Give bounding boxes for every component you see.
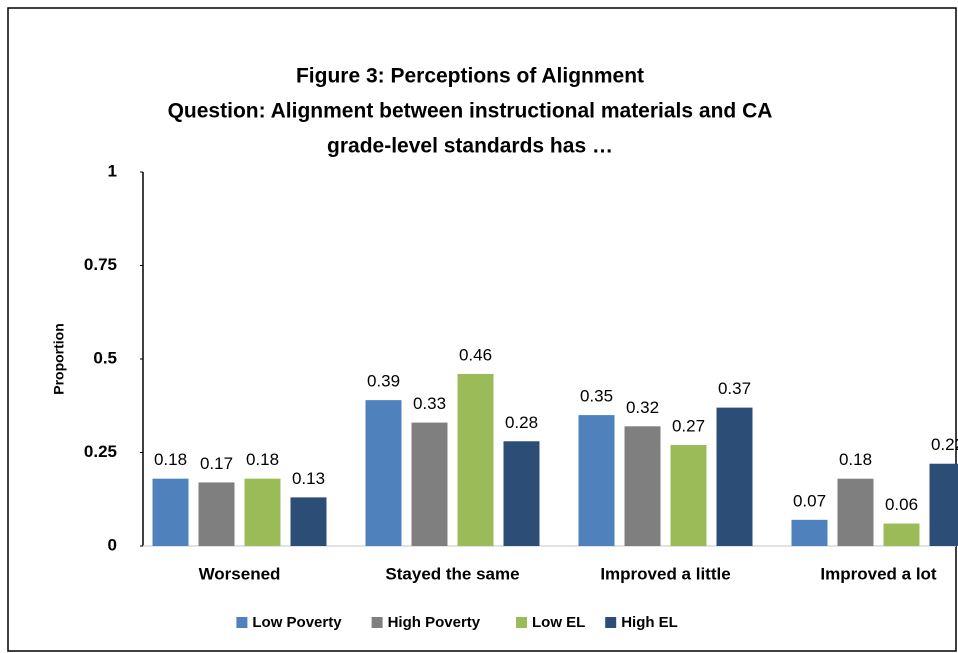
y-tick-label: 0.5 [93, 348, 117, 367]
bar [365, 400, 402, 546]
data-label: 0.18 [839, 450, 872, 469]
data-label: 0.06 [885, 495, 918, 514]
bar [198, 482, 235, 546]
data-label: 0.28 [505, 413, 538, 432]
bar [670, 445, 707, 546]
x-tick-label: Stayed the same [385, 564, 519, 583]
bar [716, 407, 753, 546]
data-label: 0.37 [718, 379, 751, 398]
bar [883, 523, 920, 546]
data-label: 0.22 [931, 435, 958, 454]
data-label: 0.18 [154, 450, 187, 469]
bar [929, 463, 958, 546]
x-tick-label: Improved a little [600, 564, 730, 583]
legend-label: Low Poverty [252, 614, 342, 631]
data-label: 0.18 [246, 450, 279, 469]
bar [791, 519, 828, 546]
x-tick-label: Worsened [199, 564, 281, 583]
bar [290, 497, 327, 546]
data-label: 0.35 [580, 387, 613, 406]
y-tick-label: 0 [108, 535, 117, 554]
x-tick-label: Improved a lot [820, 564, 937, 583]
legend-swatch [516, 617, 527, 628]
bar [457, 373, 494, 546]
legend-swatch [371, 617, 383, 628]
chart-title: Figure 3: Perceptions of Alignment [296, 65, 644, 88]
legend-label: Low EL [532, 614, 585, 631]
bar [411, 422, 448, 546]
data-label: 0.13 [292, 469, 325, 488]
y-tick-label: 0.75 [84, 255, 117, 274]
chart-title: grade-level standards has … [327, 135, 613, 158]
legend-label: High EL [621, 614, 678, 631]
data-label: 0.07 [793, 491, 826, 510]
legend-label: High Poverty [388, 614, 481, 631]
data-label: 0.33 [413, 394, 446, 413]
bar [152, 478, 189, 546]
chart-title: Question: Alignment between instructiona… [168, 100, 773, 123]
data-label: 0.39 [367, 372, 400, 391]
bar [244, 478, 281, 546]
bar [503, 441, 540, 546]
y-tick-label: 0.25 [84, 442, 117, 461]
data-label: 0.27 [672, 417, 705, 436]
bar [624, 426, 661, 546]
data-label: 0.17 [200, 454, 233, 473]
y-tick-label: 1 [108, 161, 117, 180]
bar [837, 478, 874, 546]
data-label: 0.32 [626, 398, 659, 417]
y-axis-label: Proportion [51, 323, 67, 395]
data-label: 0.46 [459, 345, 492, 364]
legend-swatch [605, 617, 617, 628]
legend-swatch [236, 617, 248, 628]
bar [578, 415, 615, 546]
